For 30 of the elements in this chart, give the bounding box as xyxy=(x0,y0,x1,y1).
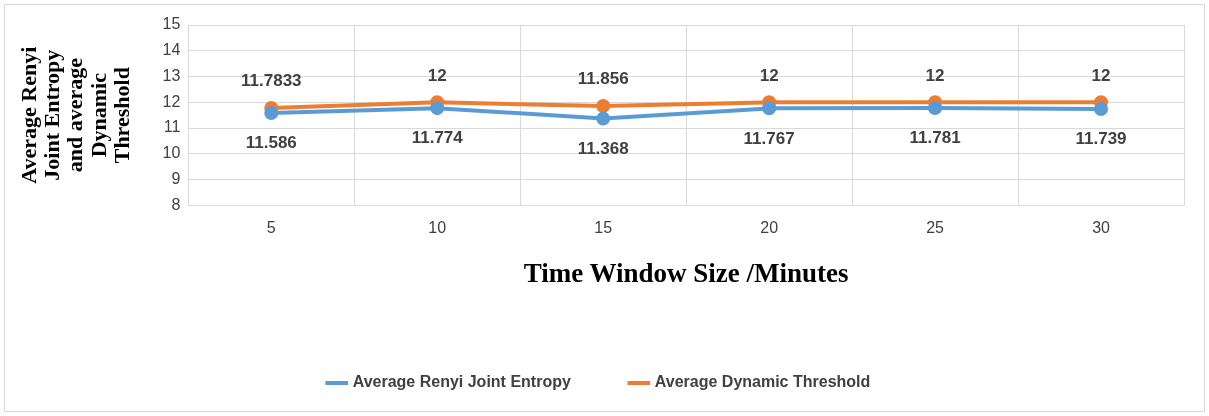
data-label: 11.368 xyxy=(577,138,629,158)
data-label: 12 xyxy=(1091,65,1111,85)
data-label: 11.7833 xyxy=(241,71,302,91)
x-tick-label: 10 xyxy=(428,219,447,237)
x-tick-label: 25 xyxy=(926,219,945,237)
x-tick-label: 15 xyxy=(594,219,613,237)
y-tick-label: 13 xyxy=(162,66,181,84)
data-label: 12 xyxy=(427,65,447,85)
data-label: 12 xyxy=(925,65,945,85)
y-tick-label: 9 xyxy=(171,170,181,188)
y-tick-label: 8 xyxy=(171,195,181,213)
data-label: 12 xyxy=(759,65,779,85)
data-label: 11.856 xyxy=(577,69,629,89)
legend-label: Average Dynamic Threshold xyxy=(654,373,871,391)
legend-label: Average Renyi Joint Entropy xyxy=(352,373,571,391)
data-label: 11.781 xyxy=(909,128,961,148)
y-tick-label: 14 xyxy=(162,41,181,59)
y-tick-label: 12 xyxy=(162,92,181,110)
x-tick-label: 5 xyxy=(266,219,276,237)
y-tick-label: 15 xyxy=(162,15,181,33)
x-tick-label: 20 xyxy=(760,219,779,237)
x-axis-title: Time Window Size /Minutes xyxy=(523,257,849,288)
y-tick-label: 11 xyxy=(163,118,181,136)
x-tick-label: 30 xyxy=(1092,219,1111,237)
y-tick-label: 10 xyxy=(162,144,181,162)
data-label: 11.774 xyxy=(411,128,464,148)
data-label: 11.586 xyxy=(245,133,297,153)
data-label: 11.739 xyxy=(1075,129,1127,149)
data-label: 11.767 xyxy=(743,128,795,148)
y-axis-title: Average Renyi Joint Entropy and average Dynamic Threshold xyxy=(16,46,134,184)
